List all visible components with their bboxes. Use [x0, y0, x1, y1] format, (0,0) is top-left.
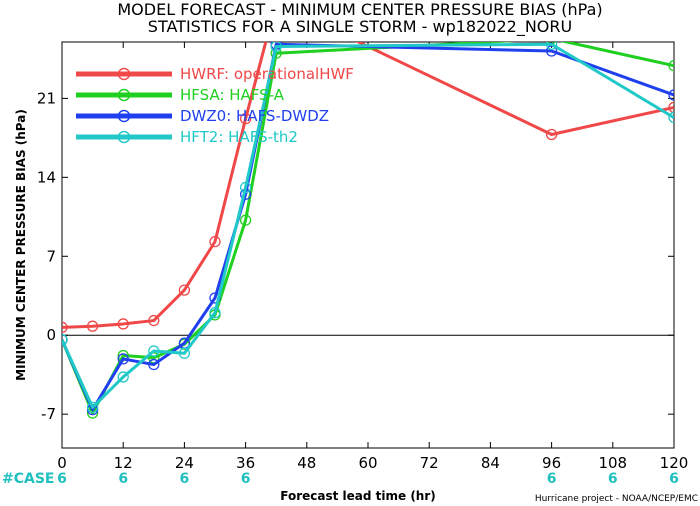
plot-area [61, 41, 675, 449]
case-count: 6 [180, 471, 190, 487]
x-tick-label: 84 [481, 454, 500, 472]
legend-swatch-marker [117, 130, 131, 144]
series-hwrf [62, 42, 674, 333]
data-point [117, 371, 129, 383]
data-point [148, 345, 160, 357]
case-count: 6 [547, 471, 557, 487]
x-tick-label: 36 [236, 454, 255, 472]
x-tick-label: 108 [598, 454, 627, 472]
data-point [62, 334, 68, 346]
case-counts: 6 6 6 6 6 6 6 [57, 471, 679, 487]
data-point [270, 42, 282, 53]
data-point [178, 284, 191, 296]
x-tick-label: 60 [358, 454, 377, 472]
chart-title-line1: MODEL FORECAST - MINIMUM CENTER PRESSURE… [117, 0, 602, 19]
series-hft2 [62, 42, 674, 414]
case-count: 6 [608, 471, 618, 487]
data-point [545, 128, 558, 141]
x-tick-label: 48 [297, 454, 316, 472]
data-point [178, 347, 191, 359]
y-tick-label: 21 [37, 89, 56, 107]
case-count: 6 [118, 471, 128, 487]
data-point [545, 45, 558, 57]
axes: 0 12 24 36 48 60 72 84 96 108 120 -7 0 7 14 21 [37, 42, 688, 472]
data-point [668, 111, 674, 124]
data-point [117, 318, 129, 330]
case-count: 6 [241, 471, 251, 487]
x-axis-label: Forecast lead time (hr) [280, 489, 436, 503]
data-point [239, 181, 252, 194]
data-point [148, 358, 160, 371]
y-tick-label: 7 [46, 247, 56, 265]
data-point [209, 307, 221, 319]
data-point [86, 320, 99, 332]
x-tick-label: 24 [175, 454, 194, 472]
x-tick-label: 120 [660, 454, 689, 472]
series-line [62, 42, 674, 412]
credit-text: Hurricane project - NOAA/NCEP/EMC [535, 494, 698, 504]
case-label: #CASE [2, 471, 55, 487]
x-tick-label: 72 [420, 454, 439, 472]
series-lines [62, 42, 674, 419]
legend-entry-text: HWRF: operationalHWF [180, 65, 354, 83]
case-count: 6 [57, 471, 67, 487]
y-tick-label: 14 [37, 168, 56, 186]
legend-entry-text: HFT2: HAFS-th2 [180, 128, 298, 146]
data-point [545, 42, 558, 50]
legend: HWRF: operationalHWF HFSA: HAFS-A DWZ0: HA… [76, 65, 354, 146]
data-point [239, 113, 252, 125]
y-tick-label: 0 [46, 326, 56, 344]
x-tick-label: 96 [542, 454, 561, 472]
y-tick-label: -7 [41, 405, 56, 423]
data-point [148, 314, 160, 327]
series-line [62, 42, 674, 329]
data-point [668, 60, 674, 72]
data-point [668, 89, 674, 101]
legend-swatch-marker [117, 67, 131, 81]
legend-swatch-marker [117, 109, 131, 123]
x-tick-label: 0 [57, 454, 67, 472]
data-point [668, 101, 674, 114]
y-axis-label: MINIMUM CENTER PRESSURE BIAS (hPa) [14, 109, 28, 381]
series-line [62, 42, 674, 409]
legend-entry-text: HFSA: HAFS-A [180, 86, 285, 104]
legend-entry-text: DWZ0: HAFS-DWDZ [180, 107, 329, 125]
legend-swatch-marker [117, 88, 131, 102]
data-point [239, 214, 252, 226]
case-count: 6 [669, 471, 679, 487]
chart-title-line2: STATISTICS FOR A SINGLE STORM - wp182022… [148, 17, 572, 37]
data-point [117, 353, 129, 365]
data-point [209, 235, 221, 248]
data-point [62, 321, 68, 333]
x-tick-label: 12 [114, 454, 133, 472]
data-point [86, 401, 99, 414]
